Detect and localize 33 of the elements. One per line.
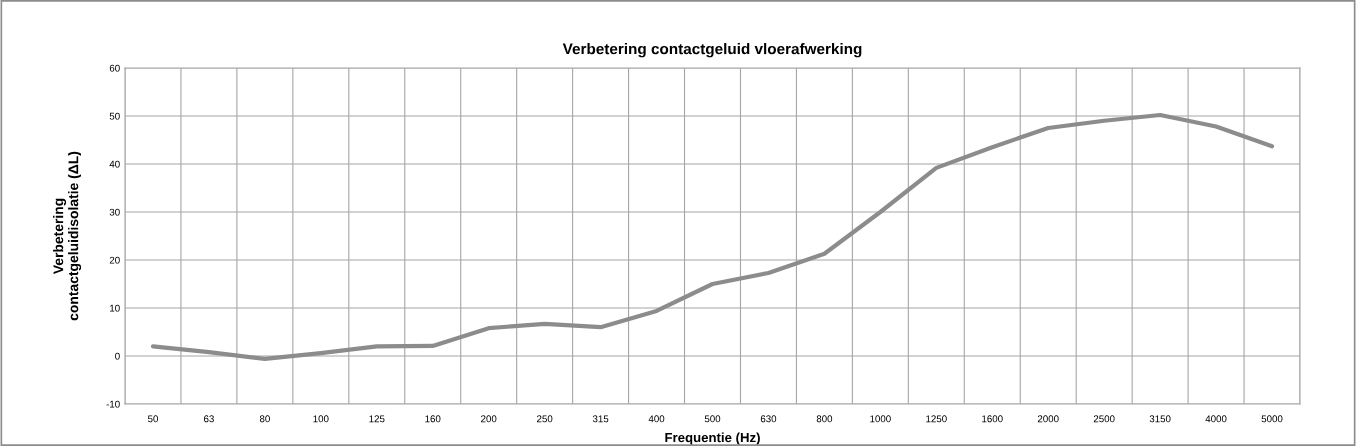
x-tick-label: 4000 xyxy=(1205,415,1227,423)
x-tick-label: 125 xyxy=(369,415,385,423)
y-tick-label: 30 xyxy=(109,208,120,216)
x-tick-label: 2000 xyxy=(1037,415,1059,423)
x-axis-title: Frequentie (Hz) xyxy=(665,432,760,445)
x-tick-label: 315 xyxy=(592,415,609,423)
x-tick-label: 3150 xyxy=(1149,415,1171,423)
x-tick-label: 200 xyxy=(481,415,497,423)
y-tick-label: 40 xyxy=(109,160,120,168)
x-tick-label: 1600 xyxy=(982,415,1003,423)
x-tick-label: 2500 xyxy=(1093,415,1115,423)
x-tick-label: 160 xyxy=(425,415,441,423)
chart-title: Verbetering contactgeluid vloerafwerking xyxy=(562,43,862,58)
x-tick-label: 50 xyxy=(147,415,158,423)
x-tick-label: 1000 xyxy=(870,415,891,423)
y-axis-title: Verbetering contactgeluidisolatie (ΔL) xyxy=(53,151,82,321)
x-tick-label: 5000 xyxy=(1261,415,1283,423)
y-tick-label: 10 xyxy=(110,304,120,312)
x-tick-label: 100 xyxy=(313,415,329,423)
y-tick-label: -10 xyxy=(106,400,120,408)
y-tick-label: 60 xyxy=(109,64,120,72)
x-tick-label: 63 xyxy=(204,415,214,423)
x-tick-label: 250 xyxy=(537,415,553,423)
x-tick-label: 400 xyxy=(648,415,665,423)
x-tick-label: 1250 xyxy=(926,415,947,423)
x-tick-label: 80 xyxy=(259,415,270,423)
x-tick-label: 630 xyxy=(760,415,777,423)
y-tick-label: 20 xyxy=(109,256,120,264)
line-series xyxy=(150,112,1275,361)
y-tick-label: 50 xyxy=(109,112,120,120)
x-tick-label: 800 xyxy=(816,415,833,423)
x-tick-label: 500 xyxy=(704,415,721,423)
y-tick-label: 0 xyxy=(115,352,120,360)
